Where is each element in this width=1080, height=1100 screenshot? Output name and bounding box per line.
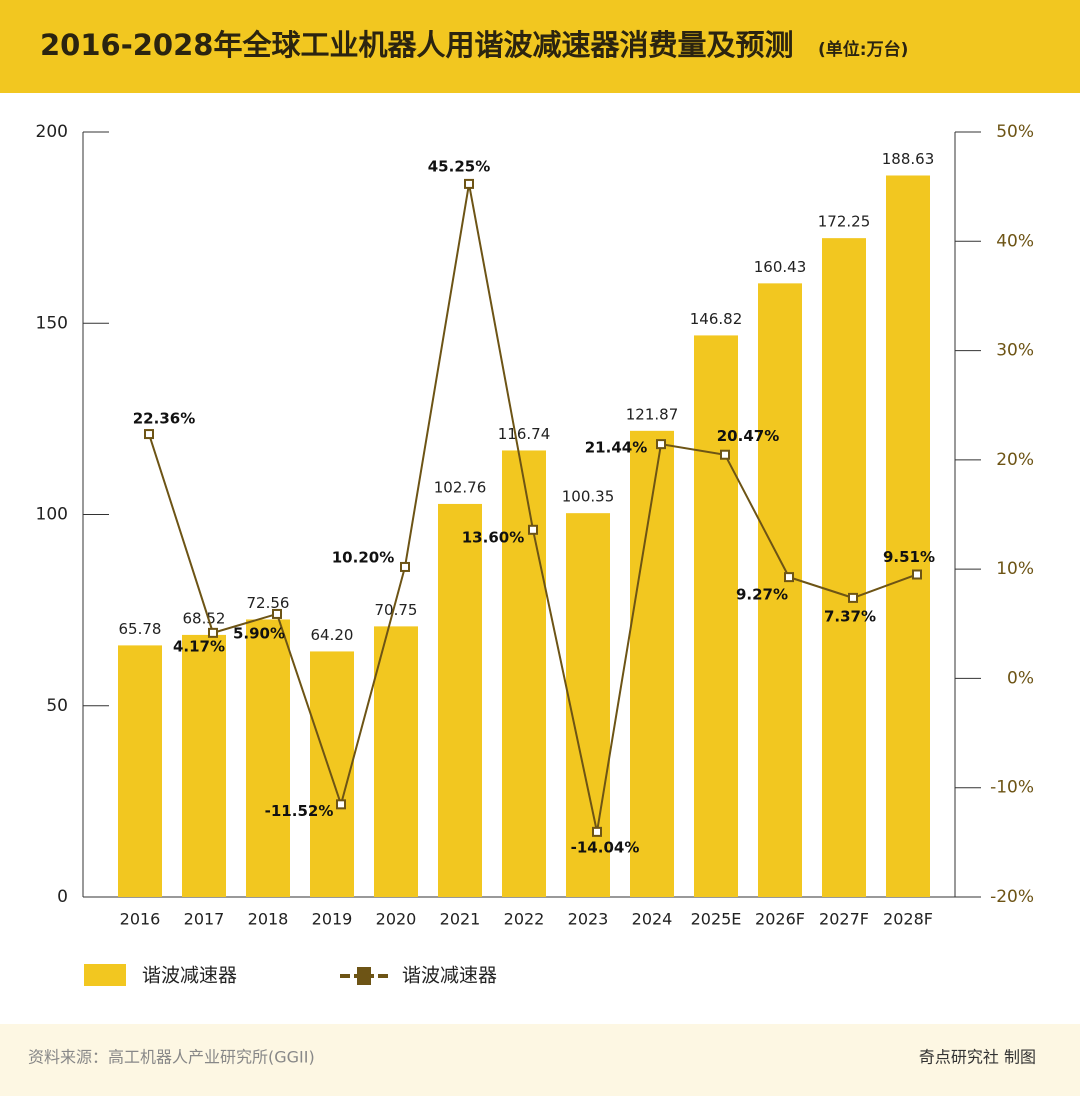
- bar-value-label: 70.75: [375, 601, 418, 619]
- x-tick-label: 2019: [312, 910, 353, 929]
- line-marker: [592, 826, 602, 837]
- x-tick-label: 2017: [184, 910, 225, 929]
- bar: [630, 430, 674, 897]
- bar-value-label: 121.87: [626, 405, 679, 423]
- line-marker: [272, 608, 282, 619]
- y2-tick-label: -20%: [990, 887, 1034, 907]
- y-tick-label: 150: [36, 313, 68, 333]
- x-tick-label: 2025E: [691, 910, 742, 929]
- y2-tick-label: 20%: [996, 450, 1034, 470]
- bar: [182, 634, 226, 897]
- line-marker: [720, 449, 730, 460]
- legend-label: 谐波减速器: [142, 965, 237, 987]
- footer: [0, 1024, 1080, 1096]
- line-value-label: -11.52%: [265, 802, 334, 820]
- bar-value-label: 116.74: [498, 425, 551, 443]
- line-marker: [528, 524, 538, 535]
- x-tick-label: 2020: [376, 910, 417, 929]
- y2-tick-label: -10%: [990, 778, 1034, 798]
- y-tick-label: 100: [36, 505, 68, 525]
- line-marker: [208, 627, 218, 638]
- line-value-label: 13.60%: [462, 528, 524, 546]
- bar-value-label: 65.78: [119, 620, 162, 638]
- bar: [118, 645, 162, 897]
- line-value-label: 20.47%: [717, 427, 779, 445]
- line-value-label: 45.25%: [428, 157, 490, 175]
- line-value-label: 7.37%: [824, 607, 876, 625]
- bar-value-label: 172.25: [818, 213, 871, 231]
- y2-tick-label: 30%: [996, 341, 1034, 361]
- y2-tick-label: 50%: [996, 122, 1034, 142]
- bar-value-label: 146.82: [690, 310, 743, 328]
- line-marker: [464, 178, 474, 189]
- bar: [502, 450, 546, 897]
- line-marker: [784, 572, 794, 583]
- x-tick-label: 2021: [440, 910, 481, 929]
- y2-tick-label: 10%: [996, 559, 1034, 579]
- line-value-label: 21.44%: [585, 439, 647, 457]
- y-tick-label: 50: [46, 696, 68, 716]
- legend-label: 谐波减速器: [402, 965, 497, 987]
- x-tick-label: 2024: [632, 910, 673, 929]
- line-marker: [336, 799, 346, 810]
- x-tick-label: 2028F: [883, 910, 933, 929]
- legend-swatch-marker: [357, 967, 371, 985]
- bar-value-label: 72.56: [247, 594, 290, 612]
- y-tick-label: 200: [36, 122, 68, 142]
- chart-title: 2016-2028年全球工业机器人用谐波减速器消费量及预测: [40, 28, 793, 62]
- bar: [758, 283, 802, 898]
- line-marker: [912, 569, 922, 580]
- line-value-label: 9.27%: [736, 586, 788, 604]
- bar: [374, 626, 418, 897]
- bar: [822, 238, 866, 898]
- line-marker: [656, 439, 666, 450]
- bar: [886, 175, 930, 898]
- source: 资料来源：高工机器人产业研究所(GGII): [28, 1048, 315, 1067]
- line-value-label: 9.51%: [883, 548, 935, 566]
- bar-value-label: 160.43: [754, 258, 807, 276]
- bar-value-label: 102.76: [434, 478, 487, 496]
- bar-value-label: 68.52: [183, 609, 226, 627]
- line-value-label: 4.17%: [173, 637, 225, 655]
- legend-swatch-bar: [84, 964, 126, 986]
- x-tick-label: 2016: [120, 910, 161, 929]
- bar-value-label: 64.20: [311, 626, 354, 644]
- y-tick-label: 0: [57, 887, 68, 907]
- line-value-label: -14.04%: [571, 838, 640, 856]
- x-tick-label: 2022: [504, 910, 545, 929]
- credit: 奇点研究社 制图: [919, 1048, 1036, 1067]
- line-marker: [848, 592, 858, 603]
- line-marker: [400, 561, 410, 572]
- x-tick-label: 2026F: [755, 910, 805, 929]
- line-value-label: 5.90%: [233, 624, 285, 642]
- bar-value-label: 188.63: [882, 150, 935, 168]
- x-tick-label: 2023: [568, 910, 609, 929]
- y2-tick-label: 0%: [1007, 668, 1034, 688]
- line-marker: [144, 429, 154, 440]
- x-tick-label: 2018: [248, 910, 289, 929]
- line-value-label: 22.36%: [133, 410, 195, 428]
- bar-value-label: 100.35: [562, 488, 615, 506]
- bar: [246, 619, 290, 897]
- x-tick-label: 2027F: [819, 910, 869, 929]
- y2-tick-label: 40%: [996, 231, 1034, 251]
- bar: [694, 335, 738, 897]
- title-banner: [0, 0, 1080, 93]
- bar: [310, 651, 354, 897]
- bar: [438, 503, 482, 897]
- bar: [566, 513, 610, 897]
- line-value-label: 10.20%: [332, 548, 394, 566]
- chart-subtitle: (单位:万台): [818, 39, 908, 60]
